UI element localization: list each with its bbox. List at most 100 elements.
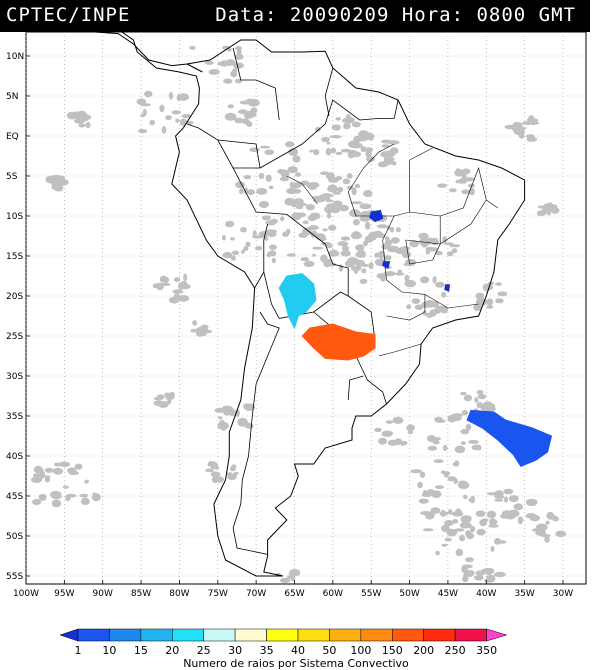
cloud-patch [243, 403, 255, 412]
cloud-patch [205, 468, 215, 473]
cloud-patch [254, 246, 263, 251]
lat-label: 30S [6, 372, 23, 382]
cloud-patch [405, 258, 417, 266]
cloud-patch [312, 253, 317, 257]
cloud-patch [264, 149, 275, 155]
cloud-patch [163, 277, 170, 283]
colorbar-tick-label: 20 [165, 644, 179, 657]
colorbar-tick-label: 25 [197, 644, 211, 657]
cloud-patch [196, 330, 205, 336]
cloud-patch [347, 257, 356, 264]
cloud-patch [422, 310, 427, 316]
cloud-cover-shading [30, 45, 567, 584]
cloud-patch [326, 244, 334, 248]
cloud-patch [422, 528, 434, 532]
cloud-patch [363, 240, 368, 247]
cloud-patch [319, 237, 327, 242]
cloud-patch [380, 274, 386, 282]
colorbar-swatch [77, 628, 110, 642]
lon-label: 55W [361, 589, 381, 599]
cloud-patch [451, 248, 458, 254]
cloud-patch [442, 444, 448, 451]
cloud-patch [209, 69, 217, 75]
cloud-patch [486, 574, 496, 582]
colorbar-swatch [140, 628, 173, 642]
lat-label: EQ [6, 132, 19, 142]
cloud-patch [452, 462, 459, 467]
cloud-patch [466, 570, 475, 576]
cloud-patch [256, 188, 268, 195]
colorbar-arrow-right [486, 628, 508, 642]
cloud-patch [495, 298, 504, 304]
country-border [347, 375, 364, 401]
cloud-patch [320, 254, 328, 263]
cloud-patch [287, 166, 298, 174]
colorbar-tick-label: 200 [413, 644, 434, 657]
cloud-patch [435, 419, 446, 423]
cloud-patch [277, 169, 286, 174]
cloud-patch [392, 416, 404, 424]
cloud-patch [461, 189, 470, 195]
cloud-patch [325, 199, 334, 203]
cloud-patch [517, 516, 524, 525]
cloud-patch [475, 510, 486, 517]
cloud-patch [497, 291, 508, 297]
cloud-patch [486, 298, 494, 306]
colorbar-tick-label: 350 [476, 644, 497, 657]
cloud-patch [441, 543, 448, 547]
cloud-patch [395, 227, 401, 233]
country-border [232, 47, 280, 121]
cloud-patch [351, 187, 357, 196]
cloud-patch [287, 575, 292, 579]
cloud-patch [507, 509, 520, 518]
cloud-patch [439, 511, 449, 516]
lon-label: 80W [169, 589, 189, 599]
cloud-patch [532, 121, 540, 125]
state-border [440, 166, 498, 217]
cloud-patch [337, 186, 344, 193]
cloud-patch [303, 260, 315, 267]
cloud-patch [495, 282, 502, 286]
cloud-patch [233, 471, 239, 475]
cloud-patch [494, 537, 501, 545]
cloud-patch [179, 118, 187, 126]
cloud-patch [262, 215, 271, 221]
cloud-patch [181, 113, 192, 119]
cloud-patch [342, 178, 351, 185]
cloud-patch [282, 231, 289, 237]
cloud-patch [451, 511, 464, 517]
cloud-patch [237, 421, 250, 427]
cloud-patch [477, 393, 487, 400]
lat-label: 45S [6, 492, 23, 502]
lat-label: 50S [6, 532, 23, 542]
cloud-patch [383, 271, 394, 276]
cloud-patch [309, 212, 321, 220]
colorbar-swatch [360, 628, 393, 642]
cloud-patch [546, 209, 552, 216]
colorbar-tick-label: 250 [445, 644, 466, 657]
cloud-patch [173, 293, 181, 301]
cloud-patch [351, 121, 361, 128]
cloud-patch [327, 177, 340, 183]
state-border [347, 143, 395, 217]
cloud-patch [210, 471, 221, 478]
continent-outline [94, 32, 526, 577]
cloud-patch [430, 507, 441, 514]
state-border [378, 343, 422, 357]
cloud-patch [298, 232, 308, 238]
cloud-patch [391, 161, 397, 166]
cloud-patch [465, 530, 472, 538]
cloud-patch [299, 202, 308, 207]
cloud-patch [178, 282, 184, 290]
cloud-patch [343, 122, 351, 130]
cloud-patch [459, 522, 472, 529]
cloud-patch [493, 571, 506, 578]
cloud-patch [221, 425, 226, 431]
cloud-patch [389, 226, 395, 233]
cloud-patch [351, 142, 363, 149]
cloud-patch [232, 62, 244, 69]
cloud-patch [172, 289, 184, 294]
cloud-patch [310, 230, 318, 238]
cloud-patch [460, 428, 470, 435]
cloud-patch [459, 534, 466, 542]
